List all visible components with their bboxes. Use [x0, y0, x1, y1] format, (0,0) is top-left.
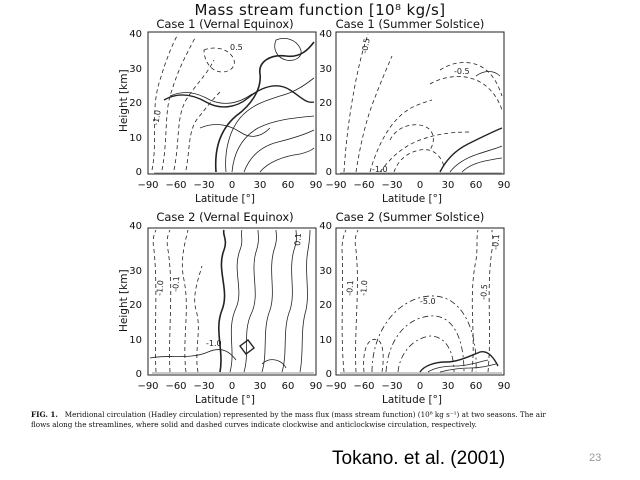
xtick-label: 0 [228, 180, 236, 191]
caption-label: FIG. 1. [31, 410, 58, 419]
xtick-label: 0 [416, 381, 424, 392]
xtick-label: −60 [165, 381, 187, 392]
xtick-label: 90 [309, 381, 323, 392]
xtick-label: 30 [441, 180, 455, 191]
ytick-label: 10 [129, 335, 142, 346]
caption-text: Meridional circulation (Hadley circulati… [31, 410, 546, 429]
xtick-label: −30 [381, 180, 403, 191]
contour-label: -1.0 [151, 109, 163, 126]
xlabel-case1-summer: Latitude [°] [382, 193, 442, 205]
ytick-label: 10 [319, 335, 332, 346]
xtick-label: −60 [353, 180, 375, 191]
xtick-label: −90 [325, 381, 347, 392]
xlabel-case2-vernal: Latitude [°] [195, 394, 255, 406]
contour-label: -0.1 [171, 276, 181, 292]
ytick-label: 40 [319, 29, 332, 40]
figure-main-title: Mass stream function [10⁸ kg/s] [194, 1, 446, 19]
xtick-label: −30 [193, 381, 215, 392]
contour-label: -0.5 [479, 284, 489, 300]
xtick-label: 0 [228, 381, 236, 392]
contour-label: -1.0 [359, 280, 369, 296]
contour-label: 0.5 [230, 43, 243, 52]
ytick-label: 30 [129, 64, 142, 75]
xlabel-case2-summer: Latitude [°] [382, 394, 442, 406]
contours-case2-vernal [149, 229, 314, 374]
xtick-label: 0 [416, 180, 424, 191]
contour-label: -0.5 [454, 67, 470, 76]
xtick-label: 90 [497, 381, 511, 392]
xtick-label: 90 [497, 180, 511, 191]
xtick-label: −90 [325, 180, 347, 191]
ytick-label: 40 [129, 29, 142, 40]
xtick-label: −30 [193, 180, 215, 191]
figure-caption: FIG. 1. Meridional circulation (Hadley c… [31, 410, 551, 430]
ytick-label: 0 [135, 369, 142, 380]
contour-label: -1.0 [155, 280, 165, 296]
panel-title-case2-summer: Case 2 (Summer Solstice) [335, 210, 485, 224]
panel-frame [335, 227, 505, 376]
xtick-label: 60 [281, 381, 295, 392]
xtick-label: 30 [253, 180, 267, 191]
contours-case2-summer [340, 229, 502, 374]
contour-label: -1.0 [206, 339, 222, 348]
ytick-label: 20 [129, 98, 142, 109]
xtick-label: −30 [381, 381, 403, 392]
contour-label: -1.0 [372, 165, 388, 174]
xtick-label: 90 [309, 180, 323, 191]
xtick-label: −60 [165, 180, 187, 191]
panel-frame [147, 31, 317, 175]
ytick-label: 0 [135, 167, 142, 178]
ytick-label: 20 [129, 300, 142, 311]
ytick-label: 0 [325, 369, 332, 380]
panel-title-case1-vernal: Case 1 (Vernal Equinox) [156, 17, 294, 31]
panel-frame [335, 31, 505, 175]
panel-frame [147, 227, 317, 376]
citation-text: Tokano. et al. (2001) [332, 448, 506, 469]
xtick-label: 60 [469, 180, 483, 191]
slide-number: 23 [589, 452, 602, 464]
xtick-label: 60 [469, 381, 483, 392]
contour-label: -0.5 [360, 37, 372, 54]
ytick-label: 10 [319, 133, 332, 144]
xlabel-case1-vernal: Latitude [°] [195, 193, 255, 205]
ytick-label: 30 [129, 266, 142, 277]
xtick-label: 30 [441, 381, 455, 392]
ytick-label: 0 [325, 167, 332, 178]
ytick-label: 20 [319, 300, 332, 311]
ytick-label: 30 [319, 64, 332, 75]
xtick-label: −90 [137, 180, 159, 191]
contour-label: -5.0 [420, 297, 436, 306]
ytick-label: 40 [129, 221, 142, 232]
contours-case1-summer [340, 33, 503, 174]
xtick-label: 60 [281, 180, 295, 191]
contour-label: -0.1 [345, 280, 355, 296]
ytick-label: 40 [319, 221, 332, 232]
ytick-label: 10 [129, 133, 142, 144]
contours-case1-vernal [151, 33, 315, 174]
xtick-label: −60 [353, 381, 375, 392]
contour-label: -0.1 [491, 234, 501, 250]
xtick-label: −90 [137, 381, 159, 392]
panel-title-case1-summer: Case 1 (Summer Solstice) [335, 17, 485, 31]
contour-label: 0.1 [293, 233, 303, 246]
ytick-label: 20 [319, 98, 332, 109]
ytick-label: 30 [319, 266, 332, 277]
xtick-label: 30 [253, 381, 267, 392]
panel-title-case2-vernal: Case 2 (Vernal Equinox) [156, 210, 294, 224]
